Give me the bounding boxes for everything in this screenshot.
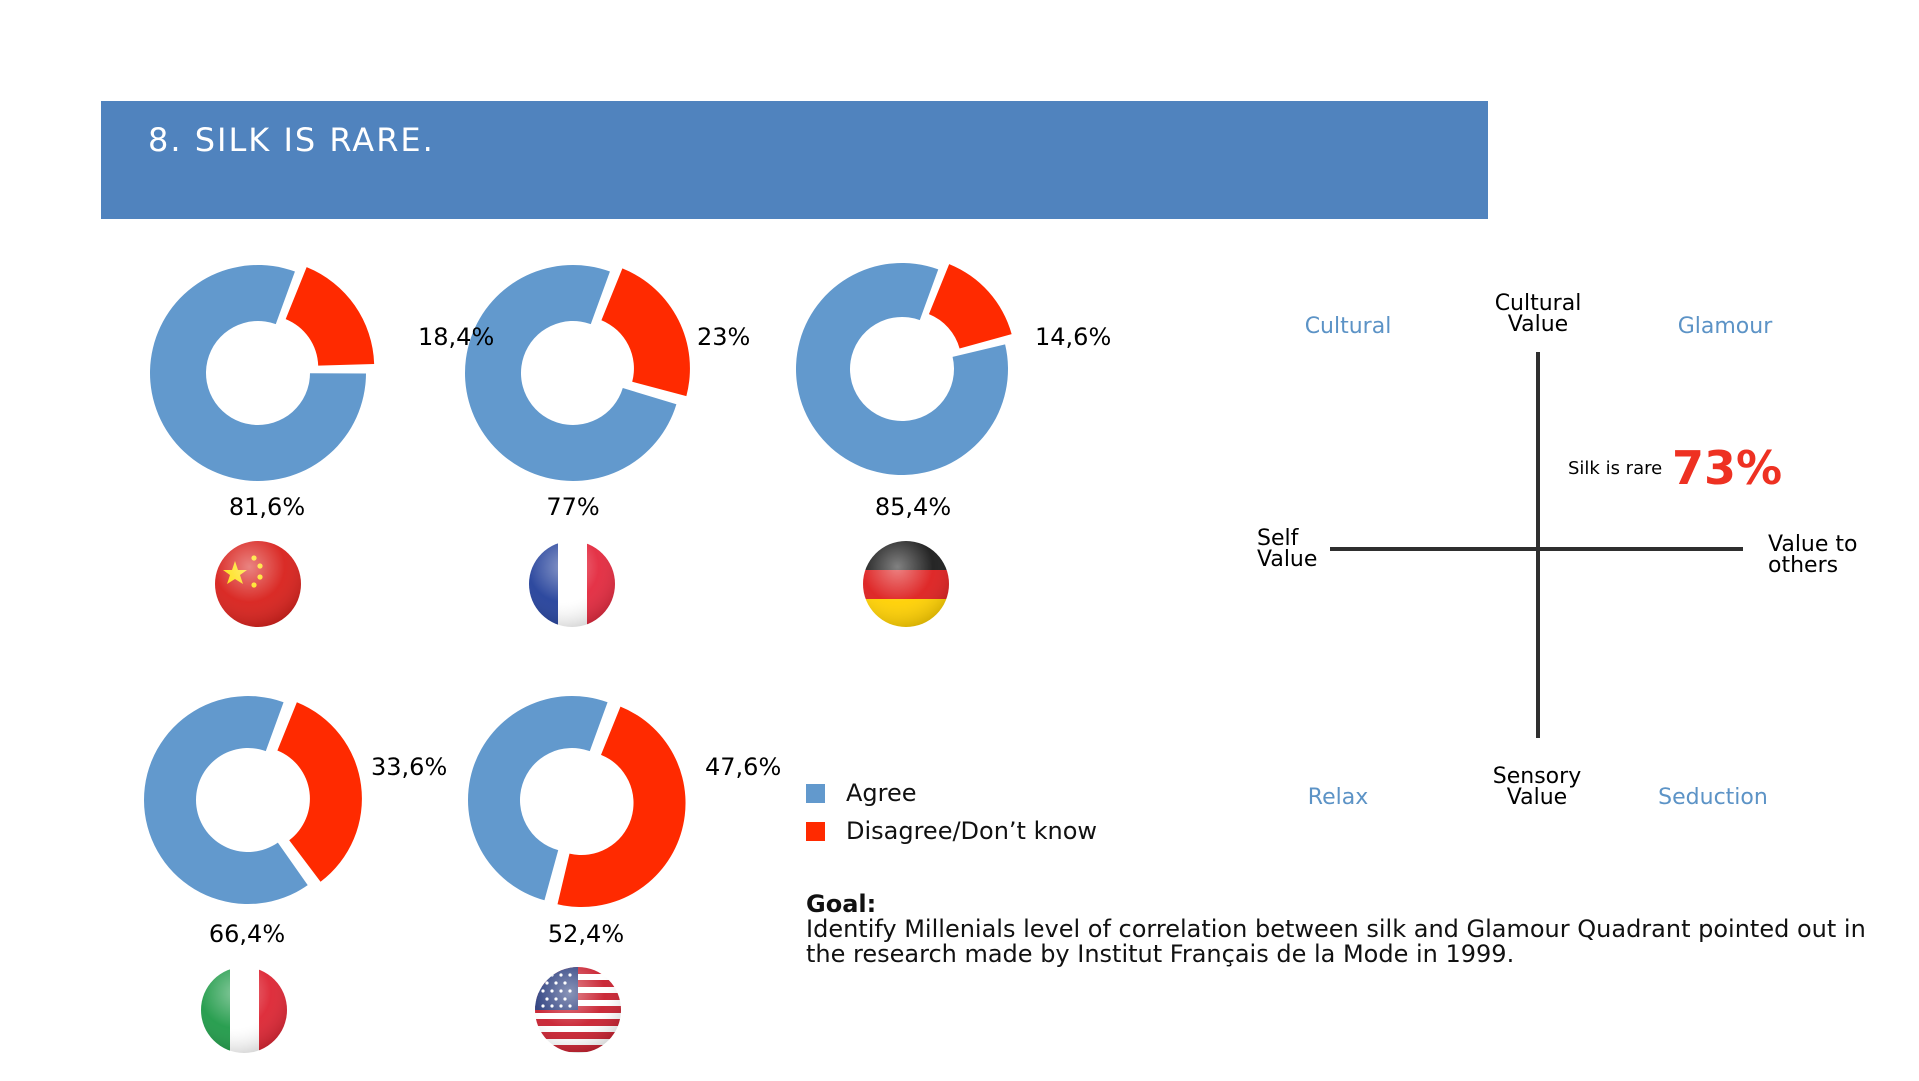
france-flag-icon [529, 541, 615, 627]
goal-title: Goal: [806, 890, 877, 918]
annotation-label: Silk is rare [1568, 458, 1662, 479]
donut-4-disagree-label: 33,6% [371, 753, 447, 781]
donut-2-disagree-label: 23% [697, 323, 750, 351]
donut-3-agree-slice [796, 262, 1008, 475]
donut-5 [467, 696, 686, 908]
annotation-value: 73% [1672, 441, 1782, 495]
donut-4-disagree-slice [277, 702, 362, 882]
axis-right-label-line2: others [1768, 553, 1838, 578]
goal-line-1: Identify Millenials level of correlation… [806, 915, 1866, 943]
legend: Agree Disagree/Don’t know [806, 774, 1097, 850]
donut-2-agree-slice [464, 264, 677, 481]
donut-5-disagree-slice [557, 706, 686, 908]
goal-text: Goal: Identify Millenials level of corre… [806, 892, 1866, 967]
quadrant-bottom-right-label: Seduction [1658, 785, 1768, 810]
legend-swatch-disagree [806, 821, 825, 841]
donut-4 [144, 696, 362, 904]
axis-bottom-label-line1: Sensory [1493, 764, 1581, 789]
page-title: 8. SILK IS RARE. [148, 121, 435, 159]
legend-label-agree: Agree [846, 779, 917, 807]
legend-item-agree: Agree [806, 774, 1097, 812]
axis-left-label-line2: Value [1257, 547, 1317, 572]
donut-2-disagree-slice [601, 268, 690, 397]
donut-1-agree-slice [150, 265, 366, 481]
quadrant-top-left-label: Cultural [1305, 314, 1392, 339]
legend-label-disagree: Disagree/Don’t know [846, 817, 1098, 845]
donut-5-agree-slice [467, 696, 608, 901]
header-banner: 8. SILK IS RARE. [101, 101, 1488, 219]
axis-right-label-line1: Value to [1768, 532, 1858, 557]
donut-1 [150, 265, 375, 481]
donut-1-disagree-label: 18,4% [418, 323, 494, 351]
donut-4-agree-label: 66,4% [209, 920, 285, 948]
axis-top-label-line2: Value [1508, 312, 1568, 337]
germany-flag-icon [863, 541, 949, 627]
china-flag-icon [215, 541, 301, 627]
donut-3-disagree-label: 14,6% [1035, 323, 1111, 351]
goal-line-2: the research made by Institut Français d… [806, 940, 1515, 968]
donut-3-disagree-slice [928, 264, 1012, 349]
quadrant-bottom-left-label: Relax [1308, 785, 1368, 810]
axis-top-label-line1: Cultural [1495, 291, 1582, 316]
axis-left-label-line1: Self [1257, 526, 1300, 551]
donut-3 [796, 262, 1012, 475]
donut-2 [464, 264, 690, 481]
italy-flag-icon [201, 967, 287, 1053]
quadrant-top-right-label: Glamour [1678, 314, 1773, 339]
donut-1-agree-label: 81,6% [229, 493, 305, 521]
axis-bottom-label-line2: Value [1507, 785, 1567, 810]
usa-flag-icon [535, 967, 621, 1053]
legend-swatch-agree [806, 783, 825, 803]
donut-5-disagree-label: 47,6% [705, 753, 781, 781]
donut-3-agree-label: 85,4% [875, 493, 951, 521]
donut-5-agree-label: 52,4% [548, 920, 624, 948]
donut-2-agree-label: 77% [546, 493, 599, 521]
donut-4-agree-slice [144, 696, 308, 904]
legend-item-disagree: Disagree/Don’t know [806, 812, 1097, 850]
quadrant-chart: Cultural Value Sensory Value Self Value … [1257, 291, 1858, 810]
donut-1-disagree-slice [285, 267, 375, 366]
